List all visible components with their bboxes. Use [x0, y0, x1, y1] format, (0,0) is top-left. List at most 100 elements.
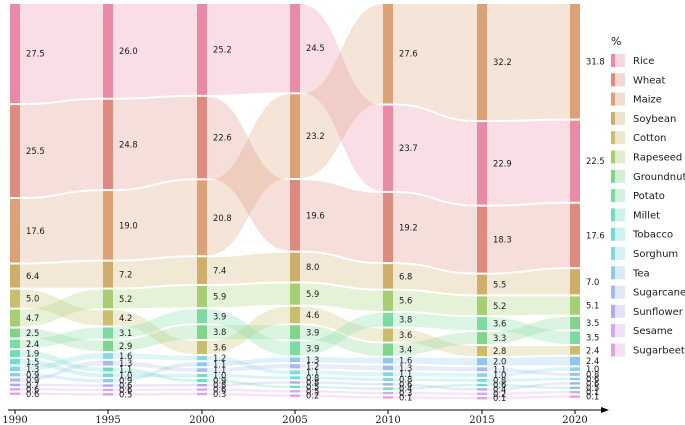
node-potato-2020 [570, 331, 580, 345]
node-soybean-2015 [477, 274, 487, 295]
node-sugarcane-2010 [383, 365, 393, 371]
value-label-2000-12: 0.9 [213, 376, 226, 386]
legend-swatch-rapeseed [611, 150, 615, 164]
flow-groundnut-2015-2020 [487, 316, 570, 345]
value-label-1990-13: 0.7 [26, 380, 39, 390]
flow-groundnut-2000-2005 [207, 325, 290, 340]
node-sugarcane-2015 [477, 367, 487, 372]
flow-sorghum-1995-2000 [113, 353, 197, 361]
flow-tea-2005-2010 [300, 357, 383, 364]
legend-label-sesame: Sesame [633, 326, 673, 337]
node-sugarbeet-2010 [383, 396, 393, 399]
node-maize-1995 [103, 191, 113, 260]
value-label-2005-12: 0.8 [306, 377, 319, 387]
unit-label: % [611, 35, 621, 48]
legend-label-potato: Potato [633, 191, 665, 202]
flow-rapeseed-2005-2010 [300, 283, 383, 311]
node-sugarbeet-2000 [197, 392, 207, 396]
node-tea-2000 [197, 362, 207, 367]
x-tick-label-2015: 2015 [469, 415, 494, 425]
legend-label-sunflower: Sunflower [633, 307, 684, 318]
value-label-2000-5: 3.9 [213, 311, 226, 321]
node-cotton-2005 [290, 306, 300, 324]
flow-sunflower-2010-2015 [393, 383, 477, 391]
legend-swatch-fill-cotton [615, 131, 625, 145]
year-nodes: 27.525.517.66.45.04.72.52.41.91.51.30.90… [10, 4, 605, 403]
node-millet-2010 [383, 387, 393, 390]
flow-cotton-2010-2015 [393, 328, 477, 357]
node-sorghum-2020 [570, 367, 580, 371]
node-sesame-2015 [477, 392, 487, 395]
value-label-2005-10: 1.1 [306, 367, 319, 377]
flow-sesame-1990-1995 [20, 388, 103, 392]
node-sorghum-2005 [290, 370, 300, 375]
value-label-2005-6: 3.9 [306, 327, 319, 337]
node-rice-1995 [103, 4, 113, 98]
flow-sugarbeet-2015-2020 [487, 395, 570, 400]
flow-millet-1990-1995 [20, 350, 103, 372]
node-groundnut-1995 [103, 340, 113, 352]
node-groundnut-2000 [197, 325, 207, 339]
node-potato-2000 [197, 309, 207, 324]
value-label-1990-12: 0.9 [26, 375, 39, 385]
node-tobacco-1990 [10, 359, 20, 365]
flow-potato-2010-2015 [393, 312, 477, 331]
node-potato-2015 [477, 317, 487, 331]
node-sunflower-1990 [10, 383, 20, 387]
flow-maize-1990-1995 [20, 191, 103, 263]
node-rapeseed-2000 [197, 285, 207, 308]
legend-label-tobacco: Tobacco [632, 230, 673, 241]
node-tea-2020 [570, 356, 580, 366]
flow-tobacco-1990-1995 [20, 359, 103, 378]
flow-millet-2005-2010 [300, 385, 383, 390]
value-label-2020-0: 31.8 [586, 56, 605, 66]
x-tick-label-1995: 1995 [95, 415, 120, 425]
legend-label-rapeseed: Rapeseed [633, 153, 682, 164]
flow-sunflower-2015-2020 [487, 382, 570, 391]
value-label-1990-7: 2.4 [26, 339, 39, 349]
flow-sugarbeet-2005-2010 [300, 394, 383, 399]
flow-rapeseed-2015-2020 [487, 296, 570, 316]
node-millet-1995 [103, 367, 113, 372]
node-groundnut-2020 [570, 316, 580, 330]
legend-label-rice: Rice [633, 56, 654, 67]
flow-cotton-1995-2000 [113, 310, 197, 354]
value-label-2015-8: 2.0 [493, 357, 506, 367]
value-label-1995-5: 4.2 [119, 313, 132, 323]
node-rapeseed-2010 [383, 290, 393, 311]
flow-sunflower-2000-2005 [207, 381, 290, 387]
flow-tea-1995-2000 [113, 362, 197, 383]
flow-soybean-2010-2015 [393, 264, 477, 295]
flow-sesame-2015-2020 [487, 391, 570, 395]
flow-rapeseed-2010-2015 [393, 290, 477, 316]
x-tick-label-2010: 2010 [375, 415, 400, 425]
value-label-1995-7: 2.9 [119, 341, 132, 351]
value-label-2020-6: 3.5 [586, 333, 599, 343]
node-potato-1995 [103, 327, 113, 339]
flow-groundnut-2010-2015 [393, 332, 477, 356]
node-cotton-1995 [103, 310, 113, 326]
value-label-2005-3: 8.0 [306, 262, 319, 272]
value-label-2015-12: 0.6 [493, 380, 506, 390]
node-sugarcane-1990 [10, 378, 20, 382]
legend-swatch-sugarbeet [611, 343, 615, 357]
node-sugarbeet-2005 [290, 394, 300, 397]
value-label-2010-9: 1.3 [399, 363, 412, 373]
node-millet-2000 [197, 379, 207, 382]
value-label-2015-10: 1.0 [493, 370, 506, 380]
flow-millet-2000-2005 [207, 379, 290, 389]
value-label-2005-15: 0.2 [306, 391, 319, 401]
value-label-2005-2: 19.6 [306, 210, 325, 220]
legend-swatch-wheat [611, 73, 615, 87]
value-label-2020-12: 0.6 [586, 378, 599, 388]
value-label-2010-0: 27.6 [399, 49, 418, 59]
value-label-2000-9: 1.1 [213, 359, 226, 369]
flow-tobacco-2005-2010 [300, 376, 383, 382]
node-tobacco-2000 [197, 373, 207, 378]
flow-potato-1990-1995 [20, 327, 103, 349]
legend-swatch-sorghum [611, 247, 615, 260]
legend-swatch-cotton [611, 131, 615, 145]
value-label-2005-13: 0.5 [306, 382, 319, 392]
node-soybean-1995 [103, 261, 113, 288]
node-tea-1990 [10, 373, 20, 377]
